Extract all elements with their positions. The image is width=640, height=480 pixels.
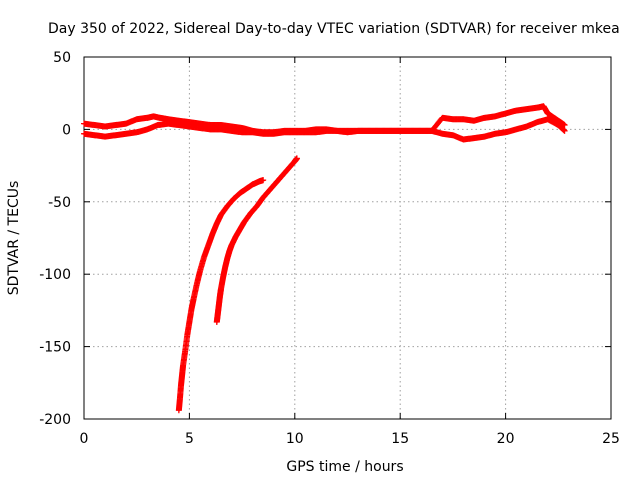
data-point (561, 127, 568, 134)
y-tick-label: -150 (39, 340, 71, 356)
x-tick-label: 5 (185, 431, 194, 447)
x-tick-label: 0 (80, 431, 89, 447)
x-tick-label: 10 (286, 431, 304, 447)
data-point (260, 177, 267, 184)
series-sdtvar-left-drop (175, 177, 267, 414)
grid (84, 57, 611, 419)
series-sdtvar-right-drop (213, 155, 300, 325)
x-tick-label: 20 (497, 431, 515, 447)
y-tick-label: -50 (48, 195, 71, 211)
y-tick-label: 0 (62, 122, 71, 138)
y-tick-label: -200 (39, 412, 71, 428)
data-point (561, 122, 568, 129)
y-axis-label: SDTVAR / TECUs (6, 181, 22, 296)
chart-title: Day 350 of 2022, Sidereal Day-to-day VTE… (48, 21, 620, 37)
data-point (293, 155, 300, 162)
data-series (81, 103, 568, 414)
series-sdtvar-near-zero-lower (81, 116, 568, 143)
axis-ticks: 0 5 10 15 20 25 -200 -150 -100 -50 0 50 (39, 50, 620, 447)
x-axis-label: GPS time / hours (286, 459, 403, 475)
plot-frame (83, 56, 612, 420)
x-tick-label: 25 (602, 431, 620, 447)
y-tick-label: 50 (53, 50, 71, 66)
y-tick-label: -100 (39, 267, 71, 283)
x-tick-label: 15 (391, 431, 409, 447)
